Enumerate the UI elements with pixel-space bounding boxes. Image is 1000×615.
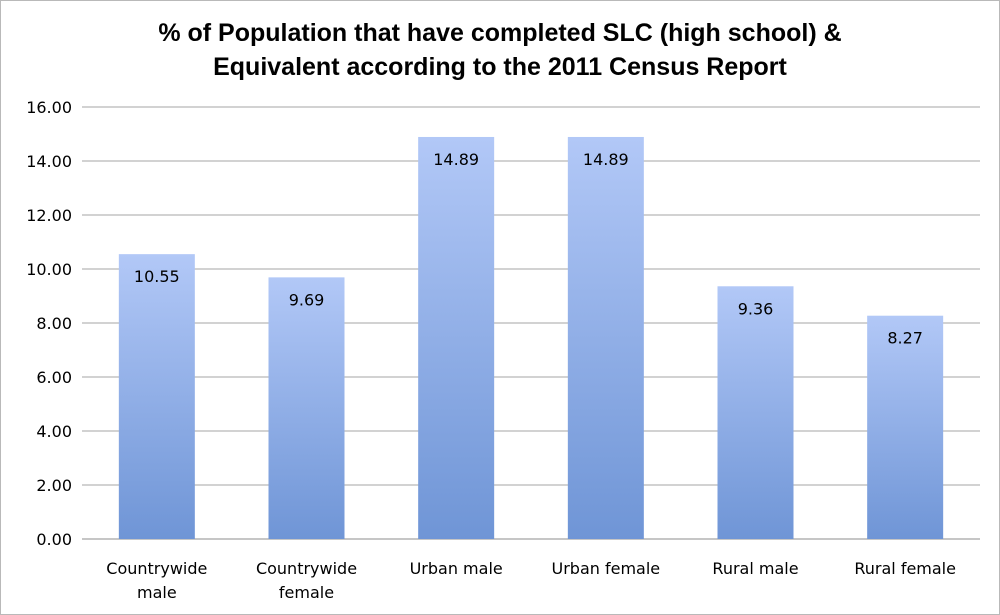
y-tick-label: 0.00 [36,530,72,549]
y-axis-ticks: 0.00 2.00 4.00 6.00 8.00 10.00 12.00 14.00 16.00 [26,98,72,549]
chart-title: % of Population that have completed SLC … [0,16,1000,84]
y-tick-label: 12.00 [26,206,72,225]
bar [717,286,794,539]
bar [867,315,944,539]
x-category-label: Urban male [410,559,503,578]
data-label: 9.69 [289,290,325,309]
y-tick-label: 14.00 [26,152,72,171]
data-labels: 10.55 9.69 14.89 14.89 9.36 8.27 [134,150,923,348]
x-category-label: female [279,583,334,602]
x-category-label: Countrywide [256,559,357,578]
data-label: 8.27 [887,329,923,348]
y-tick-label: 2.00 [36,476,72,495]
y-tick-label: 8.00 [36,314,72,333]
x-category-label: Rural male [712,559,798,578]
data-label: 14.89 [583,150,629,169]
data-label: 9.36 [738,299,774,318]
chart-title-line-2: Equivalent according to the 2011 Census … [213,53,787,81]
data-label: 14.89 [433,150,479,169]
x-category-label: male [137,583,177,602]
data-label: 10.55 [134,267,180,286]
bar [268,277,345,539]
x-axis-categories: Countrywide male Countrywide female Urban ma… [106,559,956,602]
y-tick-label: 16.00 [26,98,72,117]
bar [567,136,644,539]
y-tick-label: 10.00 [26,260,72,279]
x-category-label: Urban female [552,559,661,578]
x-category-label: Rural female [854,559,956,578]
bars [118,136,944,539]
gridlines [82,106,980,540]
bar [118,254,195,539]
bar [418,136,495,539]
chart-title-line-1: % of Population that have completed SLC … [158,19,842,47]
y-tick-label: 6.00 [36,368,72,387]
y-tick-label: 4.00 [36,422,72,441]
x-category-label: Countrywide [106,559,207,578]
